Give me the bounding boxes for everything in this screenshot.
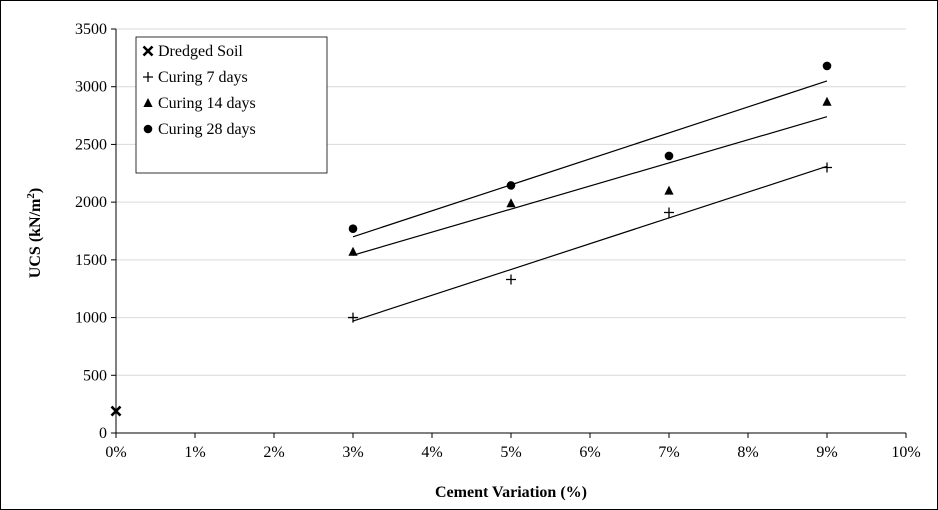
x-tick-label: 2% (263, 444, 284, 461)
x-tick-label: 9% (816, 444, 837, 461)
data-markers (110, 61, 832, 417)
y-tick-labels: 0 500 1000 1500 2000 2500 3000 3500 (75, 21, 107, 442)
y-tick-label: 3000 (75, 79, 107, 96)
y-tick-label: 2500 (75, 136, 107, 153)
point-circle (348, 224, 358, 233)
trendline-circle (352, 80, 828, 238)
point-x (110, 405, 122, 417)
point-plus (506, 274, 516, 285)
y-tick-label: 1000 (75, 310, 107, 327)
x-tick-label: 10% (891, 444, 920, 461)
legend-label: Curing 7 days (158, 69, 248, 86)
point-triangle (506, 198, 516, 208)
legend-marker-triangle (143, 98, 153, 107)
point-plus (822, 162, 832, 173)
point-triangle (664, 185, 674, 195)
legend-marker-plus (143, 72, 153, 82)
y-tick-label: 3500 (75, 21, 107, 38)
point-circle (506, 181, 516, 190)
y-tick-label: 500 (83, 367, 107, 384)
trendline-triangle (352, 116, 828, 256)
x-tick-label: 6% (579, 444, 600, 461)
point-plus (348, 312, 358, 323)
axes (111, 28, 907, 438)
x-tick-label: 0% (105, 444, 126, 461)
point-plus (664, 207, 674, 218)
point-triangle (348, 246, 358, 256)
trendline-plus (352, 165, 828, 322)
legend-label: Dredged Soil (158, 43, 243, 60)
x-tick-label: 8% (737, 444, 758, 461)
x-tick-label: 4% (421, 444, 442, 461)
y-tick-label: 0 (99, 425, 107, 442)
legend-label: Curing 14 days (158, 95, 256, 112)
y-tick-label: 1500 (75, 252, 107, 269)
point-circle (664, 151, 674, 161)
x-tick-label: 7% (658, 444, 679, 461)
x-axis-title: Cement Variation (%) (435, 484, 587, 501)
y-axis-title: UCS (kN/m2) (25, 188, 44, 278)
point-circle (822, 61, 832, 71)
x-tick-label: 3% (342, 444, 363, 461)
legend-box (135, 36, 328, 174)
legend: Dredged Soil Curing 7 days Curing 14 days C… (135, 36, 328, 174)
x-tick-labels: 0% 1% 2% 3% 4% 5% 6% 7% 8% 9% 10% (105, 444, 920, 461)
legend-marker-circle (143, 124, 153, 134)
point-triangle (822, 96, 832, 106)
x-tick-label: 5% (500, 444, 521, 461)
trendlines (352, 80, 828, 322)
legend-marker-x (142, 45, 154, 57)
y-tick-label: 2000 (75, 194, 107, 211)
legend-label: Curing 28 days (158, 121, 256, 138)
x-tick-label: 1% (184, 444, 205, 461)
